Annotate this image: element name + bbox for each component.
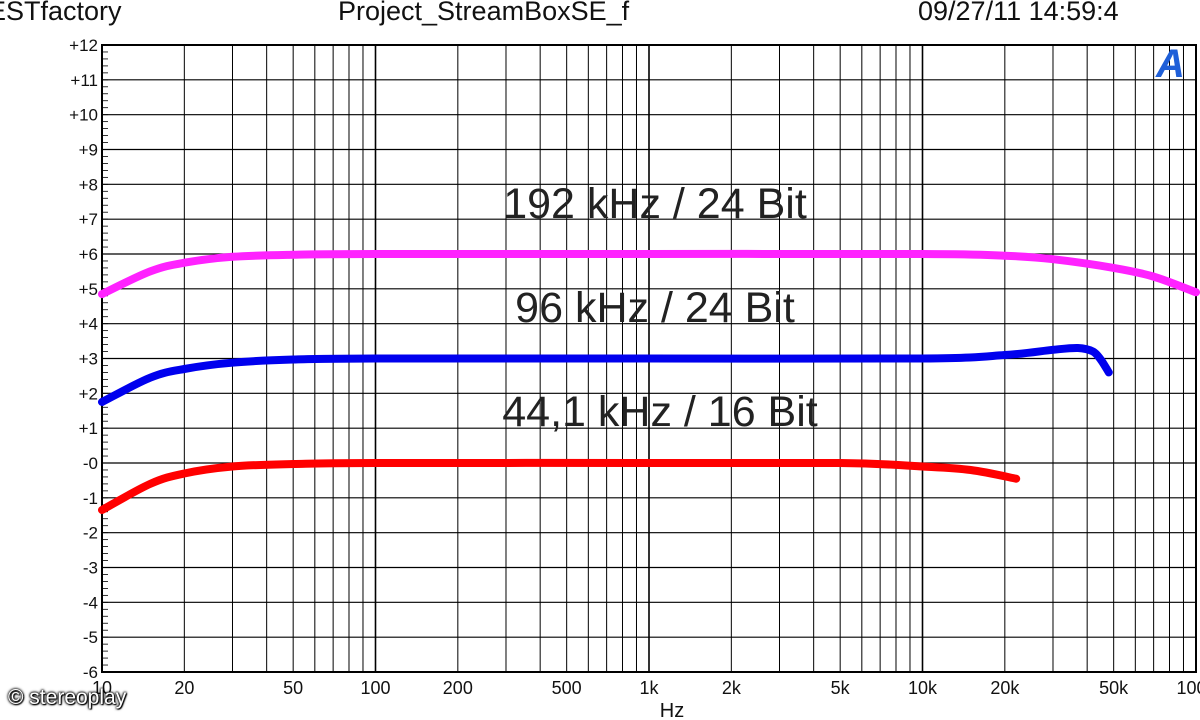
x-tick-label: 10 xyxy=(92,678,112,698)
y-tick-label: -4 xyxy=(83,593,98,612)
x-tick-label: 200 xyxy=(443,678,473,698)
y-tick-label: -0 xyxy=(83,454,98,473)
y-tick-label: +5 xyxy=(79,280,98,299)
plot-frame xyxy=(101,44,1197,673)
x-tick-label: 20k xyxy=(990,678,1020,698)
x-tick-label: 50k xyxy=(1099,678,1129,698)
x-tick-label: 10k xyxy=(908,678,938,698)
y-tick-label: -5 xyxy=(83,628,98,647)
series-annotation: 192 kHz / 24 Bit xyxy=(503,180,807,228)
x-tick-label: 100k xyxy=(1176,678,1200,698)
x-tick-label: 2k xyxy=(722,678,742,698)
watermark: © stereoplay xyxy=(8,686,127,709)
series-annotation: 96 kHz / 24 Bit xyxy=(515,284,795,332)
series-line-1 xyxy=(98,343,1113,406)
y-axis-ticks: +12 +11 +10 +9 +8 +7 +6 +5 +4 +3 +2 +1 -0 -1 -2 -3 -4 -5 -… xyxy=(69,36,98,682)
y-tick-label: -2 xyxy=(83,524,98,543)
y-tick-label: +8 xyxy=(79,175,98,194)
x-axis-ticks: 10 20 50 100 200 500 1k 2k 5k 10k 20k 50k 100k xyxy=(92,678,1200,698)
header-project: Project_StreamBoxSE_f xyxy=(338,0,630,26)
y-tick-label: -6 xyxy=(83,663,98,682)
y-tick-label: +10 xyxy=(69,106,98,125)
x-tick-label: 500 xyxy=(552,678,582,698)
y-tick-label: +6 xyxy=(79,245,98,264)
y-tick-label: +7 xyxy=(79,210,98,229)
y-tick-label: +1 xyxy=(79,419,98,438)
y-tick-label: +11 xyxy=(70,71,98,90)
annotations: 192 kHz / 24 Bit 96 kHz / 24 Bit 44,1 kHz … xyxy=(502,180,818,436)
y-tick-label: +2 xyxy=(79,384,98,403)
series-annotation: 44,1 kHz / 16 Bit xyxy=(502,388,818,436)
y-tick-label: +3 xyxy=(79,350,98,369)
x-tick-label: 20 xyxy=(174,678,194,698)
header-company: ESTfactory xyxy=(0,0,122,26)
y-tick-label: -1 xyxy=(83,489,98,508)
header-timestamp: 09/27/11 14:59:4 xyxy=(918,0,1119,26)
y-tick-label: +9 xyxy=(79,141,98,160)
series-lines xyxy=(98,249,1200,514)
x-tick-label: 100 xyxy=(360,678,390,698)
x-tick-label: 50 xyxy=(283,678,303,698)
brand-logo: A xyxy=(1156,42,1185,86)
series-line-0 xyxy=(98,249,1200,299)
y-tick-label: -3 xyxy=(83,559,98,578)
x-tick-label: 1k xyxy=(639,678,659,698)
y-tick-label: +4 xyxy=(79,315,98,334)
x-tick-label: 5k xyxy=(831,678,851,698)
x-axis-label: Hz xyxy=(660,700,684,720)
series-line-2 xyxy=(98,458,1021,514)
y-tick-label: +12 xyxy=(69,36,98,55)
